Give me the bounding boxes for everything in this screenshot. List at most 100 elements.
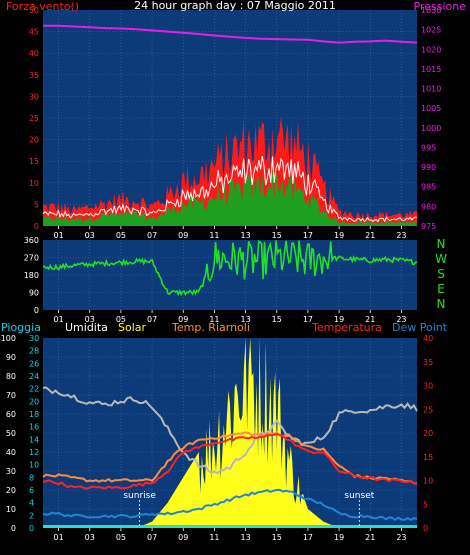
humidity-tick-label: 30 [6,467,16,476]
humidity-line [42,386,418,475]
temperature-tick-label: 30 [423,382,433,391]
x-tick-label: 13 [240,533,250,542]
pressure-tick-label: 1015 [421,65,441,74]
solar-tick-label: 16 [29,423,39,432]
temperature-tick-label: 10 [423,477,433,486]
wind-tick-label: 20 [29,136,39,145]
direction-marks [42,240,418,297]
x-tick-label: 09 [178,231,188,240]
pressure-tick-label: 1020 [421,45,441,54]
humidity-tick-label: 70 [6,391,16,400]
x-tick-label: 11 [209,315,219,324]
wind-tick-label: 50 [29,6,39,15]
solar-tick-label: 4 [29,499,34,508]
x-tick-label: 13 [240,315,250,324]
pressure-tick-label: 1010 [421,85,441,94]
x-tick-label: 17 [303,533,313,542]
humidity-tick-label: 40 [6,448,16,457]
wind-tick-label: 45 [29,28,39,37]
direction-tick-label: 180 [24,271,39,280]
direction-tick-label: 0 [34,306,39,315]
humidity-tick-label: 10 [6,505,16,514]
solar-tick-label: 2 [29,511,34,520]
solar-tick-label: 20 [29,397,39,406]
x-tick-label: 15 [272,533,282,542]
pressure-tick-label: 1000 [421,124,441,133]
x-tick-label: 21 [365,533,375,542]
humidity-tick-label: 0 [11,524,16,533]
compass-label: N [437,237,446,251]
compass-label: E [437,282,445,296]
x-tick-label: 07 [147,533,157,542]
x-tick-label: 01 [53,315,63,324]
wind-direction-line [42,240,418,297]
x-tick-label: 17 [303,315,313,324]
x-tick-label: 05 [116,315,126,324]
wind-axis-title: Forza vento() [6,0,79,13]
wind-tick-label: 15 [29,157,39,166]
solar-tick-label: 26 [29,359,39,368]
humidity-tick-label: 50 [6,429,16,438]
solar-tick-label: 8 [29,473,34,482]
humidity-tick-label: 60 [6,410,16,419]
x-tick-label: 19 [334,315,344,324]
solar-tick-label: 14 [29,435,39,444]
wind-tick-label: 30 [29,92,39,101]
wind-pressure-marks [42,24,418,226]
solar-tick-label: 0 [29,524,34,533]
x-tick-label: 01 [53,231,63,240]
temperature-tick-label: 15 [423,453,433,462]
x-tick-label: 13 [240,231,250,240]
solar-tick-label: 28 [29,347,39,356]
pressure-tick-label: 995 [421,143,436,152]
humidity-tick-label: 20 [6,486,16,495]
x-tick-label: 11 [209,231,219,240]
wind-tick-label: 25 [29,114,39,123]
temperature-tick-label: 40 [423,334,433,343]
x-tick-label: 19 [334,231,344,240]
pressure-line [43,24,418,44]
direction-tick-label: 90 [29,289,39,298]
sunrise-label: sunrise [123,491,156,501]
humidity-tick-label: 80 [6,372,16,381]
wind-tick-label: 5 [34,200,39,209]
solar-tick-label: 30 [29,334,39,343]
solar-area [43,338,417,528]
wind-tick-label: 40 [29,49,39,58]
wind-gust-area [43,117,417,226]
legend-item: Pioggia [1,321,41,334]
wind-tick-label: 35 [29,71,39,80]
solar-tick-label: 18 [29,410,39,419]
x-tick-label: 03 [85,533,95,542]
wind-tick-label: 0 [34,222,39,231]
compass-label: S [437,267,445,281]
pressure-tick-label: 990 [421,163,436,172]
temperature-tick-label: 35 [423,358,433,367]
solar-tick-label: 22 [29,385,39,394]
legend: Pioggia Umidita Solar Temp. Riarnoli Tempera… [1,321,448,334]
rain-baseline-bar [43,525,417,528]
wind-speed-line [42,155,418,223]
solar-tick-label: 24 [29,372,39,381]
temperature-line [42,433,418,490]
x-tick-label: 03 [85,315,95,324]
x-tick-label: 23 [396,315,406,324]
x-tick-label: 21 [365,231,375,240]
direction-tick-label: 360 [24,236,39,245]
legend-item: Temp. Riarnoli [171,321,250,334]
legend-item: Temperatura [311,321,382,334]
x-tick-label: 21 [365,315,375,324]
wind-tick-label: 10 [29,179,39,188]
x-tick-label: 15 [272,315,282,324]
x-tick-label: 05 [116,231,126,240]
temperature-tick-label: 20 [423,429,433,438]
sunset-label: sunset [344,491,374,501]
weather-marks [42,338,418,528]
humidity-tick-label: 90 [6,353,16,362]
x-tick-label: 07 [147,231,157,240]
wind-pressure-ticks: 5045403530252015105010301025102010151010… [29,6,442,240]
solar-tick-label: 10 [29,461,39,470]
solar-tick-label: 6 [29,486,34,495]
pressure-axis-title: Pressione [414,0,467,13]
